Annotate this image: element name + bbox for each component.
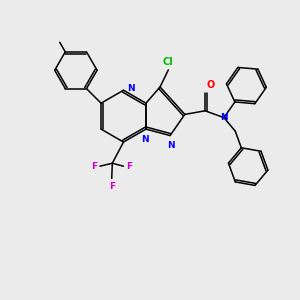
Text: N: N bbox=[142, 135, 149, 144]
Text: F: F bbox=[126, 162, 132, 171]
Text: O: O bbox=[207, 80, 215, 90]
Text: N: N bbox=[167, 142, 175, 151]
Text: N: N bbox=[127, 84, 135, 93]
Text: Cl: Cl bbox=[163, 57, 174, 67]
Text: N: N bbox=[220, 113, 228, 122]
Text: F: F bbox=[92, 162, 98, 171]
Text: F: F bbox=[109, 182, 115, 190]
